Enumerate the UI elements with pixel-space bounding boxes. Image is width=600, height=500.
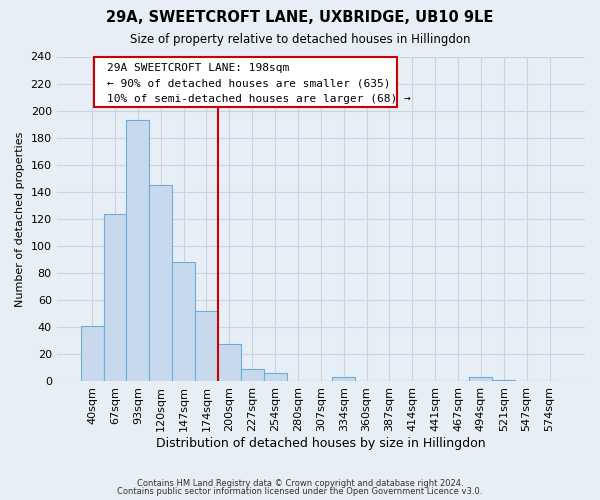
Y-axis label: Number of detached properties: Number of detached properties [15, 132, 25, 306]
Bar [493, 380, 515, 382]
Bar [80, 326, 104, 382]
Text: Contains HM Land Registry data © Crown copyright and database right 2024.: Contains HM Land Registry data © Crown c… [137, 478, 463, 488]
Bar [104, 214, 127, 382]
Bar [195, 311, 218, 382]
FancyBboxPatch shape [94, 56, 397, 107]
Bar [263, 374, 287, 382]
Text: 29A, SWEETCROFT LANE, UXBRIDGE, UB10 9LE: 29A, SWEETCROFT LANE, UXBRIDGE, UB10 9LE [106, 10, 494, 25]
Text: 29A SWEETCROFT LANE: 198sqm: 29A SWEETCROFT LANE: 198sqm [107, 63, 289, 73]
Bar [241, 370, 263, 382]
Bar [172, 262, 195, 382]
Text: Size of property relative to detached houses in Hillingdon: Size of property relative to detached ho… [130, 32, 470, 46]
Bar [127, 120, 149, 382]
Bar [469, 378, 493, 382]
Text: ← 90% of detached houses are smaller (635): ← 90% of detached houses are smaller (63… [107, 78, 391, 88]
Bar [332, 378, 355, 382]
Bar [218, 344, 241, 382]
Text: 10% of semi-detached houses are larger (68) →: 10% of semi-detached houses are larger (… [107, 94, 410, 104]
Text: Contains public sector information licensed under the Open Government Licence v3: Contains public sector information licen… [118, 487, 482, 496]
Bar [149, 185, 172, 382]
X-axis label: Distribution of detached houses by size in Hillingdon: Distribution of detached houses by size … [156, 437, 485, 450]
